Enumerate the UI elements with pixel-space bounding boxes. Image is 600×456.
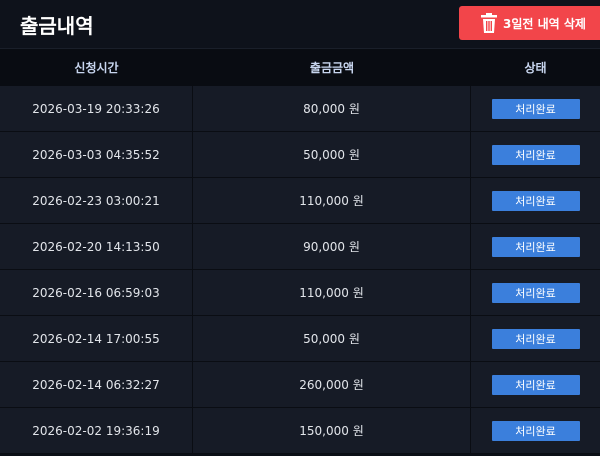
table-row: 2026-02-02 19:36:19 150,000 원 처리완료 bbox=[0, 408, 600, 454]
status-button[interactable]: 처리완료 bbox=[491, 420, 580, 441]
amount: 110,000 원 bbox=[193, 178, 471, 223]
page-title: 출금내역 bbox=[20, 14, 94, 38]
status-cell: 처리완료 bbox=[471, 270, 600, 315]
column-header: 신청시간 bbox=[74, 61, 119, 75]
table-row: 2026-02-16 06:59:03 110,000 원 처리완료 bbox=[0, 270, 600, 316]
request-time: 2026-02-14 17:00:55 bbox=[0, 316, 193, 361]
request-time: 2026-02-02 19:36:19 bbox=[0, 408, 193, 453]
amount: 50,000 원 bbox=[193, 132, 471, 177]
table-row: 2026-02-14 17:00:55 50,000 원 처리완료 bbox=[0, 316, 600, 362]
status-cell: 처리완료 bbox=[471, 86, 600, 131]
status-cell: 처리완료 bbox=[471, 132, 600, 177]
status-button[interactable]: 처리완료 bbox=[491, 190, 580, 211]
status-cell: 처리완료 bbox=[471, 316, 600, 361]
status-button[interactable]: 처리완료 bbox=[491, 328, 580, 349]
table-row: 2026-03-19 20:33:26 80,000 원 처리완료 bbox=[0, 86, 600, 132]
status-cell: 처리완료 bbox=[471, 408, 600, 453]
status-button[interactable]: 처리완료 bbox=[491, 236, 580, 257]
top-bar: 출금내역 3일전 내역 삭제 bbox=[0, 0, 600, 48]
status-cell: 처리완료 bbox=[471, 224, 600, 269]
status-cell: 처리완료 bbox=[471, 178, 600, 223]
table-header: 신청시간 출금금액 상태 bbox=[0, 48, 600, 86]
amount: 150,000 원 bbox=[193, 408, 471, 453]
column-header: 출금금액 bbox=[309, 61, 355, 75]
amount: 260,000 원 bbox=[193, 362, 471, 407]
amount: 50,000 원 bbox=[193, 316, 471, 361]
request-time: 2026-02-16 06:59:03 bbox=[0, 270, 193, 315]
amount: 90,000 원 bbox=[193, 224, 471, 269]
status-button[interactable]: 처리완료 bbox=[491, 282, 580, 303]
delete-label: 3일전 내역 삭제 bbox=[503, 16, 586, 31]
table-row: 2026-02-23 03:00:21 110,000 원 처리완료 bbox=[0, 178, 600, 224]
table-body: 2026-03-19 20:33:26 80,000 원 처리완료 2026-03-0… bbox=[0, 86, 600, 454]
column-header: 상태 bbox=[524, 61, 547, 75]
delete-button[interactable]: 3일전 내역 삭제 bbox=[459, 6, 600, 40]
request-time: 2026-03-19 20:33:26 bbox=[0, 86, 193, 131]
request-time: 2026-02-20 14:13:50 bbox=[0, 224, 193, 269]
request-time: 2026-02-14 06:32:27 bbox=[0, 362, 193, 407]
amount: 80,000 원 bbox=[193, 86, 471, 131]
request-time: 2026-02-23 03:00:21 bbox=[0, 178, 193, 223]
status-button[interactable]: 처리완료 bbox=[491, 98, 580, 119]
status-button[interactable]: 처리완료 bbox=[491, 374, 580, 395]
table-row: 2026-02-14 06:32:27 260,000 원 처리완료 bbox=[0, 362, 600, 408]
table-row: 2026-02-20 14:13:50 90,000 원 처리완료 bbox=[0, 224, 600, 270]
trash-icon bbox=[481, 13, 497, 33]
status-cell: 처리완료 bbox=[471, 362, 600, 407]
status-button[interactable]: 처리완료 bbox=[491, 144, 580, 165]
amount: 110,000 원 bbox=[193, 270, 471, 315]
request-time: 2026-03-03 04:35:52 bbox=[0, 132, 193, 177]
table-row: 2026-03-03 04:35:52 50,000 원 처리완료 bbox=[0, 132, 600, 178]
